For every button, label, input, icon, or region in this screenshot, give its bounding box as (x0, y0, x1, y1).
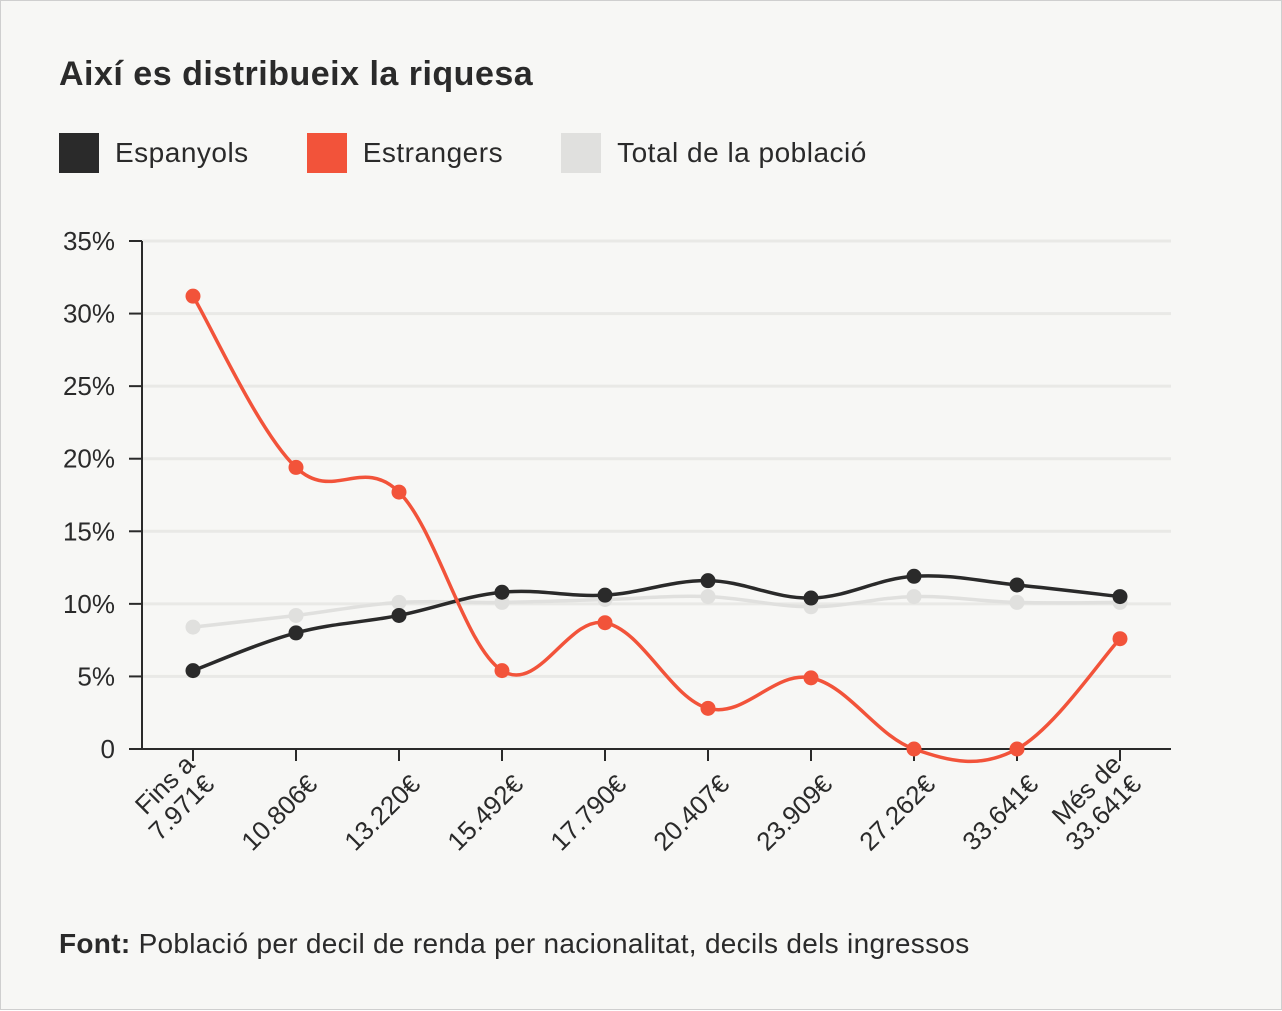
source-text: Població per decil de renda per nacional… (138, 928, 970, 959)
data-point (906, 568, 922, 584)
y-tick-label: 25% (63, 371, 115, 401)
legend-swatch (561, 133, 602, 173)
data-point (391, 484, 407, 500)
legend-label: Estrangers (362, 137, 504, 168)
source-label: Font: (59, 928, 131, 959)
x-tick-label-line: 27.262€ (853, 768, 941, 856)
data-point (185, 288, 201, 304)
data-point (1009, 741, 1025, 757)
legend: Espanyols Estrangers Total de la població (59, 133, 925, 173)
x-tick-label: 10.806€ (235, 768, 323, 856)
data-point (288, 607, 304, 623)
legend-item: Estrangers (306, 133, 504, 173)
legend-item: Espanyols (59, 133, 249, 173)
legend-label: Total de la població (617, 137, 867, 168)
source-note: Font: Població per decil de renda per na… (59, 928, 970, 960)
x-tick-label: 20.407€ (647, 768, 735, 856)
series-line (192, 574, 1121, 673)
y-tick-label: 10% (63, 589, 115, 619)
data-point (700, 700, 716, 716)
data-point (700, 589, 716, 605)
data-point (494, 584, 510, 600)
y-tick-label: 15% (63, 516, 115, 546)
data-point (700, 573, 716, 589)
data-point (288, 625, 304, 641)
x-tick-label: 15.492€ (441, 768, 529, 856)
x-tick-label-line: 20.407€ (647, 768, 735, 856)
legend-swatch (59, 133, 99, 173)
legend-item: Total de la població (561, 133, 867, 173)
y-tick-label: 30% (63, 299, 115, 329)
x-tick-label-line: 15.492€ (441, 768, 529, 856)
x-tick-label: 23.909€ (750, 768, 838, 856)
data-point (185, 663, 201, 679)
data-point (803, 590, 819, 606)
x-tick-label-line: 33.641€ (956, 768, 1044, 856)
data-point (185, 619, 201, 635)
legend-label: Espanyols (115, 137, 249, 168)
data-point (1009, 577, 1025, 593)
x-tick-label-line: 10.806€ (235, 768, 323, 856)
y-tick-label: 5% (77, 661, 115, 691)
x-tick-label: Fins a7.971€ (123, 749, 221, 847)
data-point (494, 663, 510, 679)
x-tick-label-line: 13.220€ (338, 768, 426, 856)
y-tick-label: 20% (63, 444, 115, 474)
x-tick-label: Més de33.641€ (1040, 749, 1148, 857)
x-tick-label: 13.220€ (338, 768, 426, 856)
data-point (597, 615, 613, 631)
x-tick-label-line: 17.790€ (544, 768, 632, 856)
series-line (191, 295, 1122, 764)
x-tick-label: 27.262€ (853, 768, 941, 856)
data-point (597, 587, 613, 603)
data-point (906, 741, 922, 757)
x-tick-label: 17.790€ (544, 768, 632, 856)
y-tick-label: 35% (63, 226, 115, 256)
series-line (192, 594, 1121, 629)
data-point (803, 670, 819, 686)
data-point (288, 459, 304, 475)
x-tick-label-line: 23.909€ (750, 768, 838, 856)
data-point (391, 594, 407, 610)
y-tick-label: 0 (101, 734, 115, 764)
data-point (1112, 589, 1128, 605)
x-tick-label: 33.641€ (956, 768, 1044, 856)
data-point (391, 607, 407, 623)
data-point (1009, 594, 1025, 610)
chart-title: Així es distribueix la riquesa (59, 55, 534, 93)
legend-swatch (306, 133, 347, 173)
data-point (1112, 631, 1128, 647)
data-point (906, 589, 922, 605)
